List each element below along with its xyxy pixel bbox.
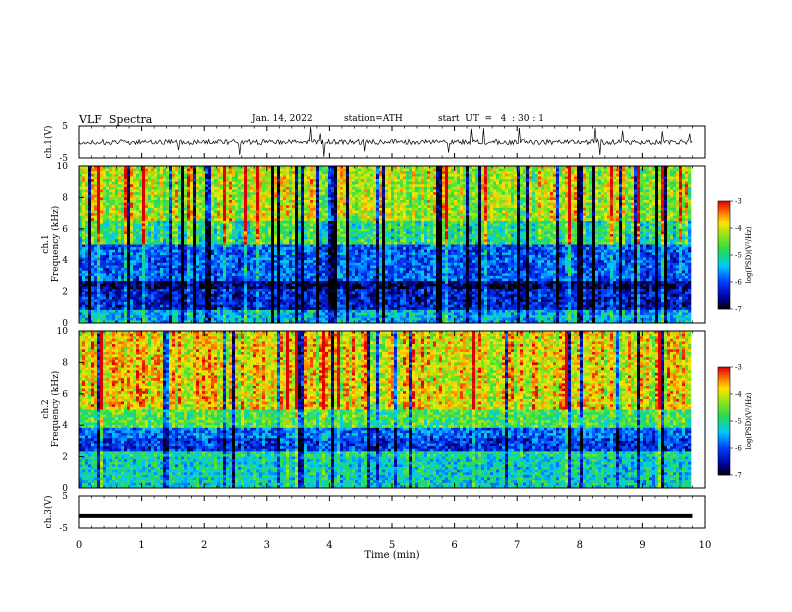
ch3-waveform-panel: 5 -5 ch.3(V) — [43, 492, 705, 534]
colorbar-label: log(PSD)(V²/Hz) — [745, 226, 753, 283]
ch1-spectrogram-image — [79, 166, 691, 323]
ch2-label: ch.2 — [41, 399, 51, 418]
ch2-colorbar: -3 -4 -5 -6 -7 log(PSD)(V²/Hz) — [718, 364, 753, 480]
x-tick-label: 3 — [264, 540, 270, 551]
colorbar-tick: -3 — [735, 364, 742, 372]
colorbar-tick: -5 — [735, 252, 742, 260]
spec2-yticks-label: 8 — [62, 358, 68, 368]
ch2-spectrogram-image — [79, 331, 691, 488]
x-tick-label: 6 — [451, 540, 457, 551]
x-tick-label: 10 — [699, 540, 712, 551]
x-tick-label: 2 — [201, 540, 207, 551]
spec2-yticks-label: 10 — [57, 327, 69, 337]
colorbar-tick: -3 — [735, 198, 742, 206]
ch1-waveform-panel: 5 -5 ch.1(V) — [43, 122, 705, 164]
colorbar-label: log(PSD)(V²/Hz) — [745, 392, 753, 449]
colorbar-tick: -6 — [735, 279, 742, 287]
vlf-figure: 5 -5 ch.1(V) 0 2 4 6 8 10 ch.1 Frequency (kHz… — [0, 0, 792, 612]
colorbar-tick: -7 — [735, 472, 742, 480]
x-tick-label: 0 — [76, 540, 82, 551]
ch1-colorbar: -3 -4 -5 -6 -7 log(PSD)(V²/Hz) — [718, 198, 753, 314]
x-tick-label: 1 — [138, 540, 144, 551]
colorbar-tick: -5 — [735, 418, 742, 426]
ch2-freq-ylabel: Frequency (kHz) — [50, 371, 61, 448]
x-tick-label: 7 — [514, 540, 520, 551]
ch1-ytick-top: 5 — [62, 122, 68, 132]
spec1-yticks-label: 8 — [62, 193, 68, 203]
spec2-yticks-label: 6 — [62, 390, 68, 400]
x-tick-label: 4 — [326, 540, 332, 551]
x-axis-label: Time (min) — [364, 550, 419, 561]
colorbar-tick: -4 — [735, 391, 742, 399]
ch1-ylabel: ch.1(V) — [43, 126, 54, 159]
colorbar-tick: -4 — [735, 225, 742, 233]
spec1-yticks-label: 4 — [62, 256, 68, 266]
ch1-freq-ylabel: Frequency (kHz) — [50, 206, 61, 283]
spec1-yticks-label: 6 — [62, 225, 68, 235]
spec2-yticks-label: 2 — [62, 453, 68, 463]
ch3-ylabel: ch.3(V) — [43, 496, 54, 529]
x-tick-label: 9 — [639, 540, 645, 551]
ch3-ytick-bottom: -5 — [59, 524, 68, 534]
ch1-waveform-trace — [79, 127, 692, 157]
spec2-yticks-label: 4 — [62, 421, 68, 431]
spec1-yticks-label: 10 — [57, 162, 69, 172]
colorbar-tick: -7 — [735, 306, 742, 314]
spec1-yticks-label: 2 — [62, 288, 68, 298]
ch3-ytick-top: 5 — [62, 492, 68, 502]
x-tick-label: 8 — [577, 540, 583, 551]
colorbar-tick: -6 — [735, 445, 742, 453]
ch1-label: ch.1 — [41, 234, 51, 253]
